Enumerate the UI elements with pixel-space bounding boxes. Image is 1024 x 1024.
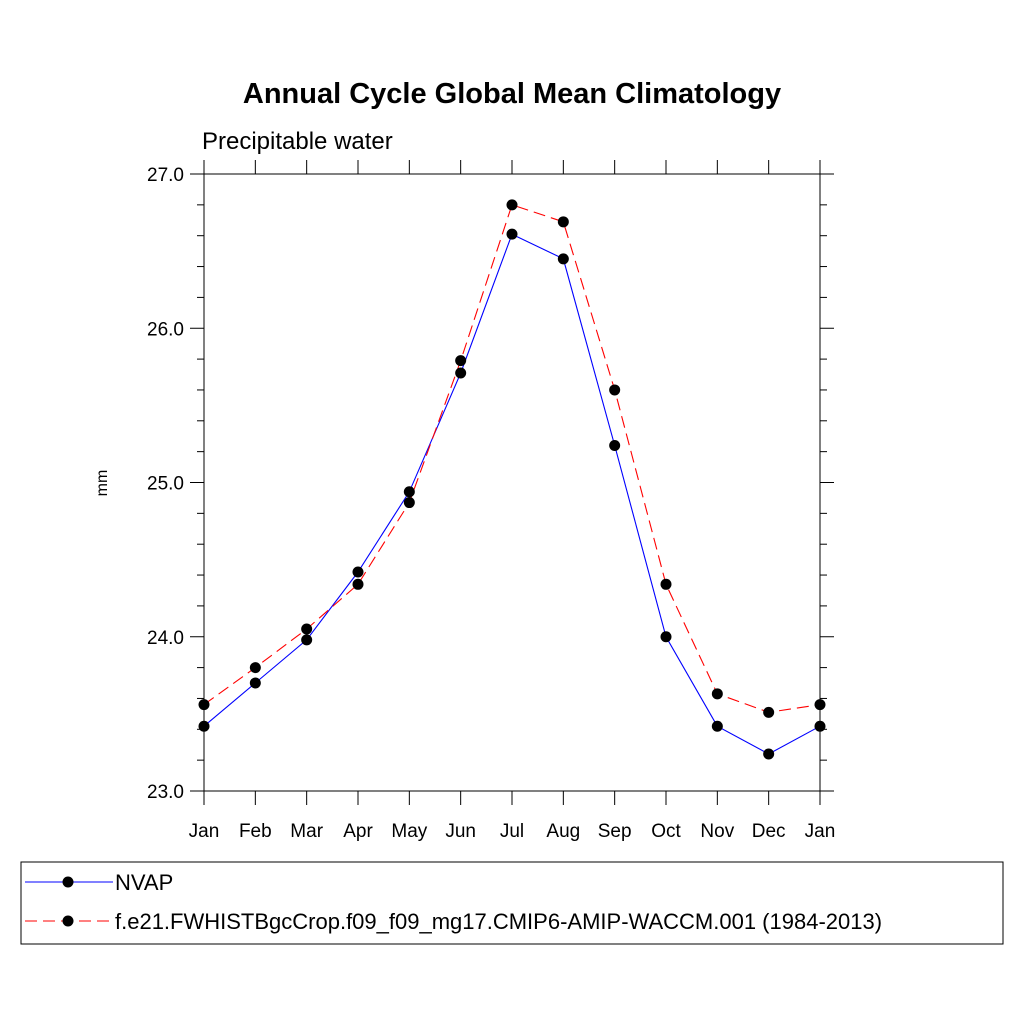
legend-box [20,861,1004,945]
legend-label-model: f.e21.FWHISTBgcCrop.f09_f09_mg17.CMIP6-A… [115,909,882,934]
data-point-series-0 [609,439,621,451]
data-point-series-1 [352,578,364,590]
y-axis-ticks: 23.0 24.0 25.0 26.0 27.0 [147,165,834,803]
data-point-series-0 [301,634,313,646]
data-point-series-1 [609,384,621,396]
x-tick-label: Mar [290,821,323,842]
y-tick-label: 27.0 [147,165,184,186]
x-tick-label: Aug [546,821,580,842]
data-point-series-1 [403,497,415,509]
data-point-series-0 [198,720,210,732]
series-layer [198,199,826,760]
plot-frame [203,173,821,792]
data-point-series-1 [557,216,569,228]
x-tick-label: Apr [343,821,373,842]
data-point-series-0 [711,720,723,732]
x-tick-label: Oct [651,821,681,842]
x-tick-label: Sep [598,821,632,842]
legend-entry-nvap: NVAP [25,870,173,895]
y-axis-label: mm [94,470,111,497]
legend-entry-model: f.e21.FWHISTBgcCrop.f09_f09_mg17.CMIP6-A… [25,909,882,934]
x-tick-label: Feb [239,821,272,842]
chart-subtitle: Precipitable water [202,128,393,155]
series-line-1 [203,204,821,713]
data-point-series-1 [249,662,261,674]
chart-title: Annual Cycle Global Mean Climatology [243,78,781,110]
legend-label-nvap: NVAP [115,870,173,895]
x-tick-label: Nov [700,821,734,842]
data-point-series-0 [455,367,467,379]
data-point-series-0 [660,631,672,643]
data-point-series-0 [814,720,826,732]
y-tick-label: 25.0 [147,474,184,495]
legend-marker-nvap [62,876,74,888]
data-point-series-1 [198,699,210,711]
data-point-series-1 [763,706,775,718]
data-point-series-1 [660,578,672,590]
x-tick-label: Jan [189,821,220,842]
y-tick-label: 24.0 [147,628,184,649]
data-point-series-1 [455,355,467,367]
data-point-series-0 [506,228,518,240]
data-point-series-1 [506,199,518,211]
data-point-series-0 [249,677,261,689]
series-line-0 [203,233,821,755]
x-tick-label: Jan [805,821,836,842]
data-point-series-0 [403,486,415,498]
data-point-series-1 [301,623,313,635]
data-point-series-0 [557,253,569,265]
y-tick-label: 23.0 [147,782,184,803]
x-tick-label: Jul [500,821,524,842]
data-point-series-1 [814,699,826,711]
data-point-series-0 [763,748,775,760]
legend-marker-model [62,915,74,927]
data-point-series-0 [352,566,364,578]
x-tick-label: May [391,821,427,842]
data-point-series-1 [711,688,723,700]
x-axis-ticks: Jan Feb Mar Apr May Jun Jul Aug Sep Oct Nov Dec Jan [189,160,836,842]
x-tick-label: Jun [445,821,476,842]
y-tick-label: 26.0 [147,319,184,340]
x-tick-label: Dec [752,821,786,842]
